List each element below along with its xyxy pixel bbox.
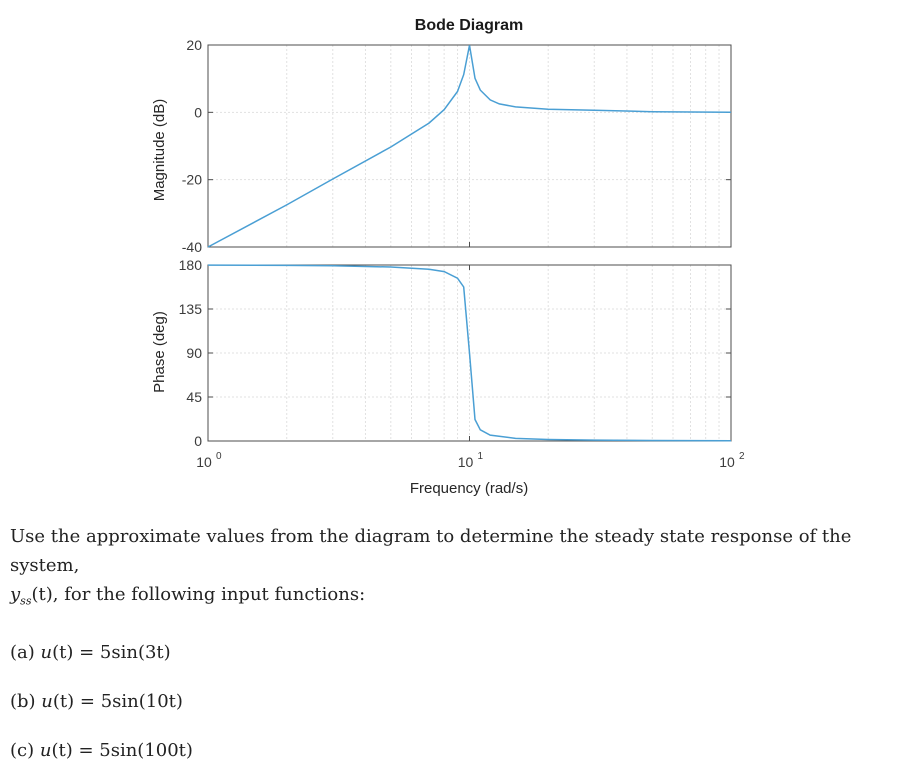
phase-axis-label: Phase (deg) xyxy=(151,311,168,393)
x-tick-exponent: 1 xyxy=(478,451,484,462)
part-a-arg: (t) xyxy=(52,641,74,663)
x-tick-label: 10 xyxy=(458,454,474,470)
x-tick-exponent: 0 xyxy=(216,451,222,462)
part-c: (c) u(t) = 5sin(100t) xyxy=(10,736,892,765)
part-c-func: u xyxy=(39,739,52,761)
magnitude-ytick-label: -20 xyxy=(182,172,202,188)
part-c-label: (c) xyxy=(10,739,40,761)
chart-title: Bode Diagram xyxy=(415,17,523,34)
magnitude-series-line xyxy=(207,45,732,248)
part-a: (a) u(t) = 5sin(3t) xyxy=(10,638,892,667)
frequency-axis-label: Frequency (rad/s) xyxy=(410,480,528,497)
part-b-arg: (t) xyxy=(52,690,75,712)
magnitude-axis-label: Magnitude (dB) xyxy=(151,99,168,202)
x-tick-labels: 10 0 10 1 10 2 xyxy=(196,451,745,470)
phase-ytick-label: 45 xyxy=(186,389,202,405)
magnitude-ytick-label: -40 xyxy=(182,239,202,255)
question-text: Use the approximate values from the diag… xyxy=(10,522,892,765)
part-a-func: u xyxy=(40,641,53,663)
magnitude-ytick-label: 20 xyxy=(186,37,202,53)
magnitude-ytick-label: 0 xyxy=(194,104,202,120)
phase-frame xyxy=(207,264,732,442)
question-intro-tail: , for the following input functions: xyxy=(52,584,366,605)
phase-ytick-label: 135 xyxy=(179,301,203,317)
part-a-rhs: = 5sin(3t) xyxy=(73,641,171,663)
x-tick-exponent: 2 xyxy=(739,451,745,462)
phase-panel: 180 135 90 45 0 xyxy=(179,257,732,449)
part-b-label: (b) xyxy=(10,690,42,712)
phase-ytick-label: 180 xyxy=(179,257,203,273)
part-b-func: u xyxy=(41,690,53,712)
yss-argument: (t) xyxy=(31,584,53,605)
part-c-rhs: = 5sin(100t) xyxy=(72,739,193,761)
phase-ytick-label: 0 xyxy=(194,433,202,449)
yss-subscript: ss xyxy=(20,594,32,608)
question-intro: Use the approximate values from the diag… xyxy=(10,522,892,616)
question-intro-text: Use the approximate values from the diag… xyxy=(10,526,852,576)
phase-series-line xyxy=(207,264,732,442)
magnitude-panel: 20 0 -20 -40 xyxy=(182,37,732,255)
part-b: (b) u(t) = 5sin(10t) xyxy=(10,687,892,716)
part-a-label: (a) xyxy=(10,641,41,663)
magnitude-frame xyxy=(207,44,732,248)
phase-ytick-label: 90 xyxy=(186,345,202,361)
yss-symbol: y xyxy=(10,584,21,605)
part-b-rhs: = 5sin(10t) xyxy=(74,690,183,712)
x-tick-label: 10 xyxy=(196,454,212,470)
x-tick-label: 10 xyxy=(719,454,735,470)
part-c-arg: (t) xyxy=(51,739,73,761)
